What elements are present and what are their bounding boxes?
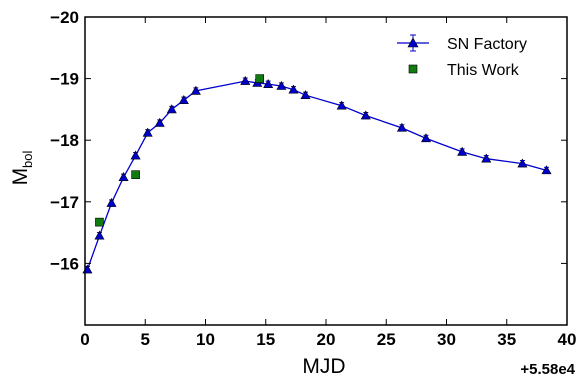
axis-ticks: 0 5 10 15 20 25 30 35 40 −16 −17 −18 −19 −20 xyxy=(50,8,576,349)
sn-factory-point xyxy=(541,165,552,175)
sn-factory-point xyxy=(142,127,153,137)
legend-label-sn-factory: SN Factory xyxy=(447,36,527,53)
y-tick-label: −16 xyxy=(50,254,79,273)
sn-factory-point xyxy=(166,104,177,114)
sn-factory-point xyxy=(106,197,117,207)
sn-factory-point xyxy=(360,110,371,120)
x-tick-label: 25 xyxy=(377,330,396,349)
sn-factory-point xyxy=(154,117,165,127)
x-axis-label: MJD xyxy=(302,355,345,378)
y-axis-label-main: M xyxy=(9,168,32,186)
this-work-point xyxy=(255,74,265,83)
x-tick-label: 10 xyxy=(196,330,215,349)
x-tick-label: 40 xyxy=(558,330,576,349)
sn-factory-point xyxy=(240,75,251,85)
svg-text:Mbol: Mbol xyxy=(9,150,35,185)
x-tick-label: 35 xyxy=(497,330,516,349)
this-work-point xyxy=(95,217,104,227)
plot-marks xyxy=(82,74,552,274)
y-axis-label: Mbol xyxy=(9,150,35,185)
sn-factory-point xyxy=(457,146,468,156)
sn-factory-point xyxy=(190,85,201,95)
x-tick-label: 0 xyxy=(80,330,89,349)
sn-factory-point xyxy=(300,90,311,100)
x-offset-label: +5.58e4 xyxy=(520,361,575,378)
legend: SN Factory This Work xyxy=(397,34,527,79)
x-tick-label: 5 xyxy=(141,330,150,349)
legend-marker-this-work xyxy=(408,64,418,74)
legend-label-this-work: This Work xyxy=(447,62,520,79)
y-tick-label: −17 xyxy=(50,193,79,212)
y-tick-label: −20 xyxy=(50,8,79,27)
sn-factory-point xyxy=(288,84,299,94)
sn-factory-line xyxy=(86,80,547,270)
sn-factory-point xyxy=(396,122,407,132)
sn-factory-point xyxy=(263,79,274,88)
legend-marker-sn-factory xyxy=(407,37,419,48)
y-axis-label-subscript: bol xyxy=(20,150,35,167)
sn-factory-point xyxy=(517,158,528,168)
sn-factory-point xyxy=(276,80,287,90)
x-tick-label: 30 xyxy=(437,330,456,349)
sn-factory-point xyxy=(421,133,432,143)
legend-entry-this-work: This Work xyxy=(408,62,520,79)
sn-factory-point xyxy=(130,150,141,160)
sn-factory-point xyxy=(178,95,189,104)
legend-entry-sn-factory: SN Factory xyxy=(397,34,527,53)
sn-factory-point xyxy=(118,172,129,181)
x-tick-label: 15 xyxy=(256,330,275,349)
sn-factory-point xyxy=(336,100,347,110)
y-tick-label: −19 xyxy=(50,70,79,89)
sn-factory-point xyxy=(94,230,105,240)
x-tick-label: 20 xyxy=(317,330,336,349)
y-tick-label: −18 xyxy=(50,131,79,150)
sn-factory-point xyxy=(481,153,492,163)
this-work-point xyxy=(131,170,140,179)
